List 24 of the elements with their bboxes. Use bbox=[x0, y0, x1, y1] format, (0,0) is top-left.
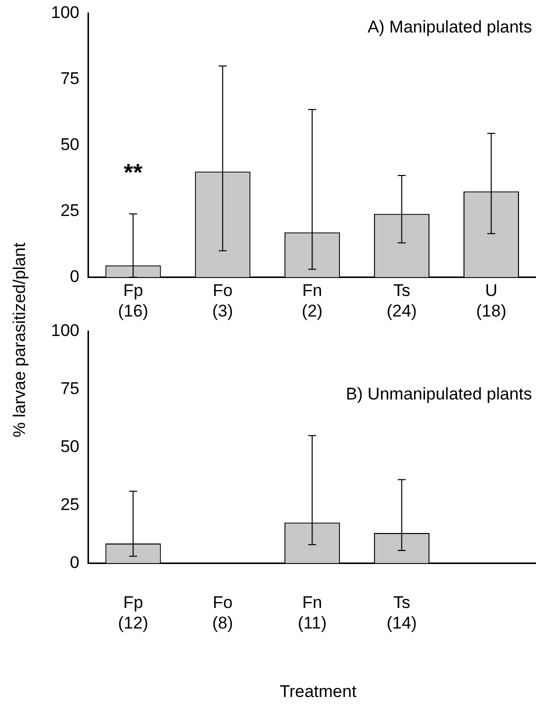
chart-title: A) Manipulated plants bbox=[368, 17, 532, 36]
text: B) Unmanipulated plants bbox=[346, 384, 532, 404]
y-tick-label: 50 bbox=[60, 134, 80, 154]
y-tick-label: 50 bbox=[60, 436, 80, 456]
y-tick-label: 100 bbox=[50, 2, 80, 22]
x-tick-label: U (18) bbox=[476, 281, 506, 320]
x-tick-label: Fp (16) bbox=[118, 281, 148, 320]
y-tick-label: 75 bbox=[60, 378, 80, 398]
x-tick-label: Fn (2) bbox=[302, 281, 323, 320]
y-tick-label: 100 bbox=[50, 320, 80, 340]
x-tick-label: Fp (12) bbox=[118, 593, 148, 632]
x-tick-label: Ts (24) bbox=[386, 281, 417, 320]
y-axis-title: % larvae parasitized/plant bbox=[10, 242, 30, 440]
y-tick-label: 0 bbox=[70, 266, 80, 286]
x-tick-label: Fn (11) bbox=[298, 593, 327, 632]
x-tick-label: Ts (14) bbox=[386, 593, 417, 632]
x-tick-label: Fo (3) bbox=[212, 281, 234, 320]
y-tick-label: 0 bbox=[70, 552, 80, 572]
y-tick-label: 25 bbox=[60, 494, 80, 514]
x-tick-label: Fo (8) bbox=[212, 593, 234, 632]
y-tick-label: 25 bbox=[60, 200, 80, 220]
annotation: ** bbox=[124, 159, 144, 186]
y-tick-label: 75 bbox=[60, 68, 80, 88]
x-axis-title: Treatment bbox=[278, 682, 358, 702]
